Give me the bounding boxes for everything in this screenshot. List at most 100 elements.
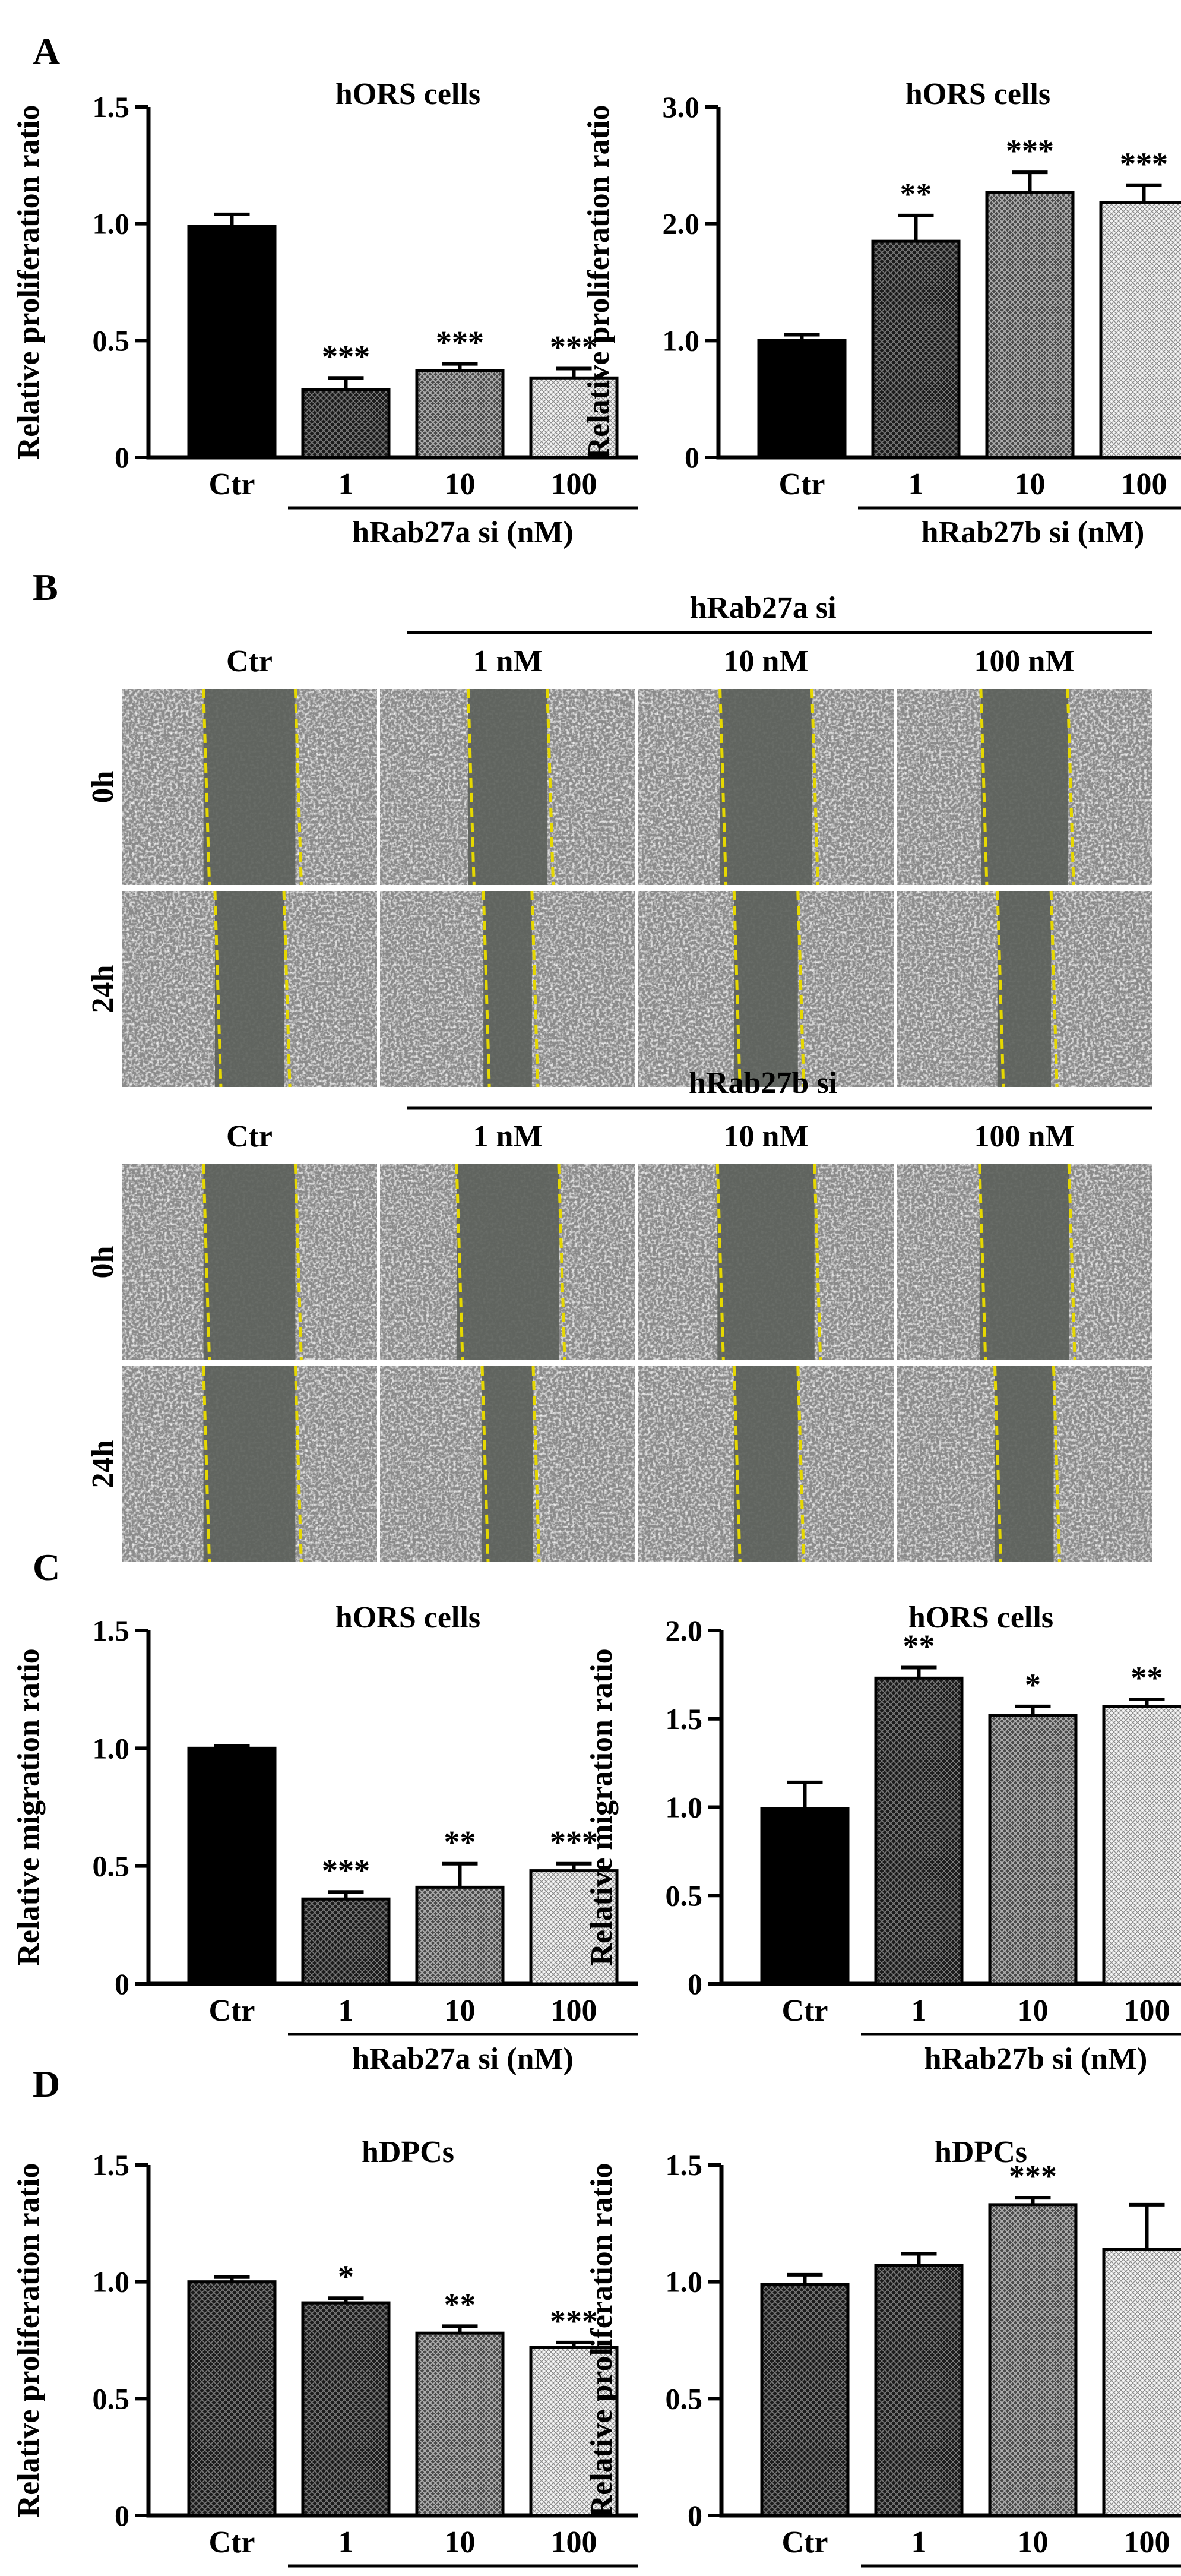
micrograph (638, 1164, 894, 1361)
bar-100 (529, 1869, 619, 1986)
y-tick-label: 1.0 (663, 324, 700, 357)
significance-label: *** (550, 1825, 598, 1860)
chart-title: hDPCs (935, 2135, 1027, 2169)
x-tick-label: 100 (1124, 1994, 1170, 2028)
panel-letter-b: B (33, 566, 58, 608)
bar-10 (415, 1885, 505, 1986)
guide-line (979, 688, 989, 886)
chart-3: hORS cells Relative migration ratio 0 0.5 1.… (12, 1601, 638, 2076)
column-label: 10 nM (724, 644, 809, 678)
x-tick-label: 100 (1121, 467, 1167, 501)
micrograph (897, 688, 1152, 886)
guide-line (1052, 1366, 1061, 1563)
column-label: 10 nM (724, 1120, 809, 1153)
x-tick-label: 1 (338, 1994, 354, 2028)
x-tick-label: Ctr (209, 1994, 255, 2028)
y-axis-label: Relative proliferation ratio (582, 105, 616, 460)
scratch-gap (717, 1164, 815, 1360)
guide-line (202, 1164, 211, 1361)
bar-Ctr (187, 1746, 277, 1986)
y-tick-label: 0 (688, 1967, 702, 2000)
column-label: 1 nM (473, 644, 543, 678)
x-tick-label: 1 (911, 2526, 927, 2559)
x-tick-label: 1 (338, 467, 354, 501)
y-tick-label: 1.0 (666, 1791, 703, 1824)
guide-line (978, 1164, 987, 1361)
x-tick-label: Ctr (779, 467, 825, 501)
x-tick-label: 10 (445, 1994, 476, 2028)
guide-line (557, 1164, 566, 1361)
y-axis-label: Relative proliferation ratio (12, 2163, 46, 2518)
y-tick-label: 0.5 (93, 1850, 130, 1883)
bar-10 (988, 2203, 1078, 2517)
guide-line (1067, 1164, 1076, 1361)
y-tick-label: 1.0 (93, 207, 130, 241)
panel-letter-d: D (33, 2063, 60, 2105)
scratch-gap (214, 891, 284, 1087)
column-label: 1 nM (473, 1120, 543, 1153)
bar-100 (1099, 201, 1181, 459)
chart-5: hDPCs Relative proliferation ratio 0 0.5 1.0… (12, 2135, 638, 2576)
y-tick-label: 1.0 (93, 1731, 130, 1765)
guide-line (1066, 688, 1075, 886)
y-tick-label: 0.5 (666, 1879, 703, 1912)
bar-100 (1102, 2248, 1181, 2517)
guide-line (810, 688, 819, 886)
micrograph (122, 1366, 377, 1563)
micrograph (122, 1164, 377, 1361)
guide-line (546, 688, 555, 886)
guide-line (796, 890, 806, 1088)
guide-line (202, 1366, 211, 1563)
x-tick-label: 1 (911, 1994, 927, 2028)
micrograph (638, 1366, 894, 1563)
guide-line (482, 890, 491, 1088)
panel-letter-a: A (33, 30, 60, 72)
y-tick-label: 2.0 (663, 207, 700, 241)
row-label: 24h (86, 1440, 120, 1488)
panel-letter-c: C (33, 1546, 60, 1588)
x-tick-label: Ctr (782, 1994, 828, 2028)
scratch-gap (483, 891, 532, 1087)
guide-line (455, 1164, 464, 1361)
bar-100 (1102, 1705, 1181, 1986)
group-label: hRab27b si (nM) (924, 2574, 1148, 2576)
y-tick-label: 1.5 (93, 1614, 130, 1647)
row-label: 24h (86, 965, 120, 1013)
y-tick-label: 0 (115, 1967, 129, 2000)
y-tick-label: 0 (685, 441, 699, 474)
column-label: 100 nM (974, 1120, 1075, 1153)
micrograph (380, 1366, 635, 1563)
scratch-gap (997, 891, 1052, 1087)
significance-label: *** (1120, 146, 1168, 182)
y-tick-label: 1.5 (93, 90, 130, 124)
guide-line (202, 688, 211, 886)
y-axis-label: Relative migration ratio (12, 1648, 46, 1965)
chart-4: hORS cells Relative migration ratio 0 0.5 1.… (585, 1601, 1181, 2076)
bar-10 (988, 1714, 1078, 1986)
significance-label: *** (550, 330, 598, 365)
bar-100 (529, 376, 619, 459)
y-tick-label: 2.0 (666, 1614, 703, 1647)
micrograph (638, 890, 894, 1088)
scratch-gap (980, 689, 1068, 885)
y-axis-label: Relative proliferation ratio (12, 105, 46, 460)
x-tick-label: 10 (445, 2526, 476, 2559)
scratch-gap (979, 1164, 1069, 1360)
x-tick-label: 100 (551, 1994, 597, 2028)
micrograph (897, 1164, 1152, 1361)
x-tick-label: Ctr (209, 467, 255, 501)
chart-2: hORS cells Relative proliferation ratio 0 1… (582, 77, 1181, 549)
x-tick-label: 100 (551, 2526, 597, 2559)
guide-line (718, 688, 728, 886)
guide-line (732, 1366, 742, 1563)
guide-line (1049, 890, 1059, 1088)
y-tick-label: 0 (115, 2499, 129, 2532)
significance-label: ** (444, 2287, 476, 2322)
significance-label: *** (1006, 133, 1054, 169)
bar-1 (301, 2301, 391, 2517)
y-tick-label: 0 (688, 2499, 702, 2532)
x-tick-label: 1 (338, 2526, 354, 2559)
y-axis-label: Relative proliferation ratio (585, 2163, 619, 2518)
significance-label: *** (550, 2303, 598, 2339)
